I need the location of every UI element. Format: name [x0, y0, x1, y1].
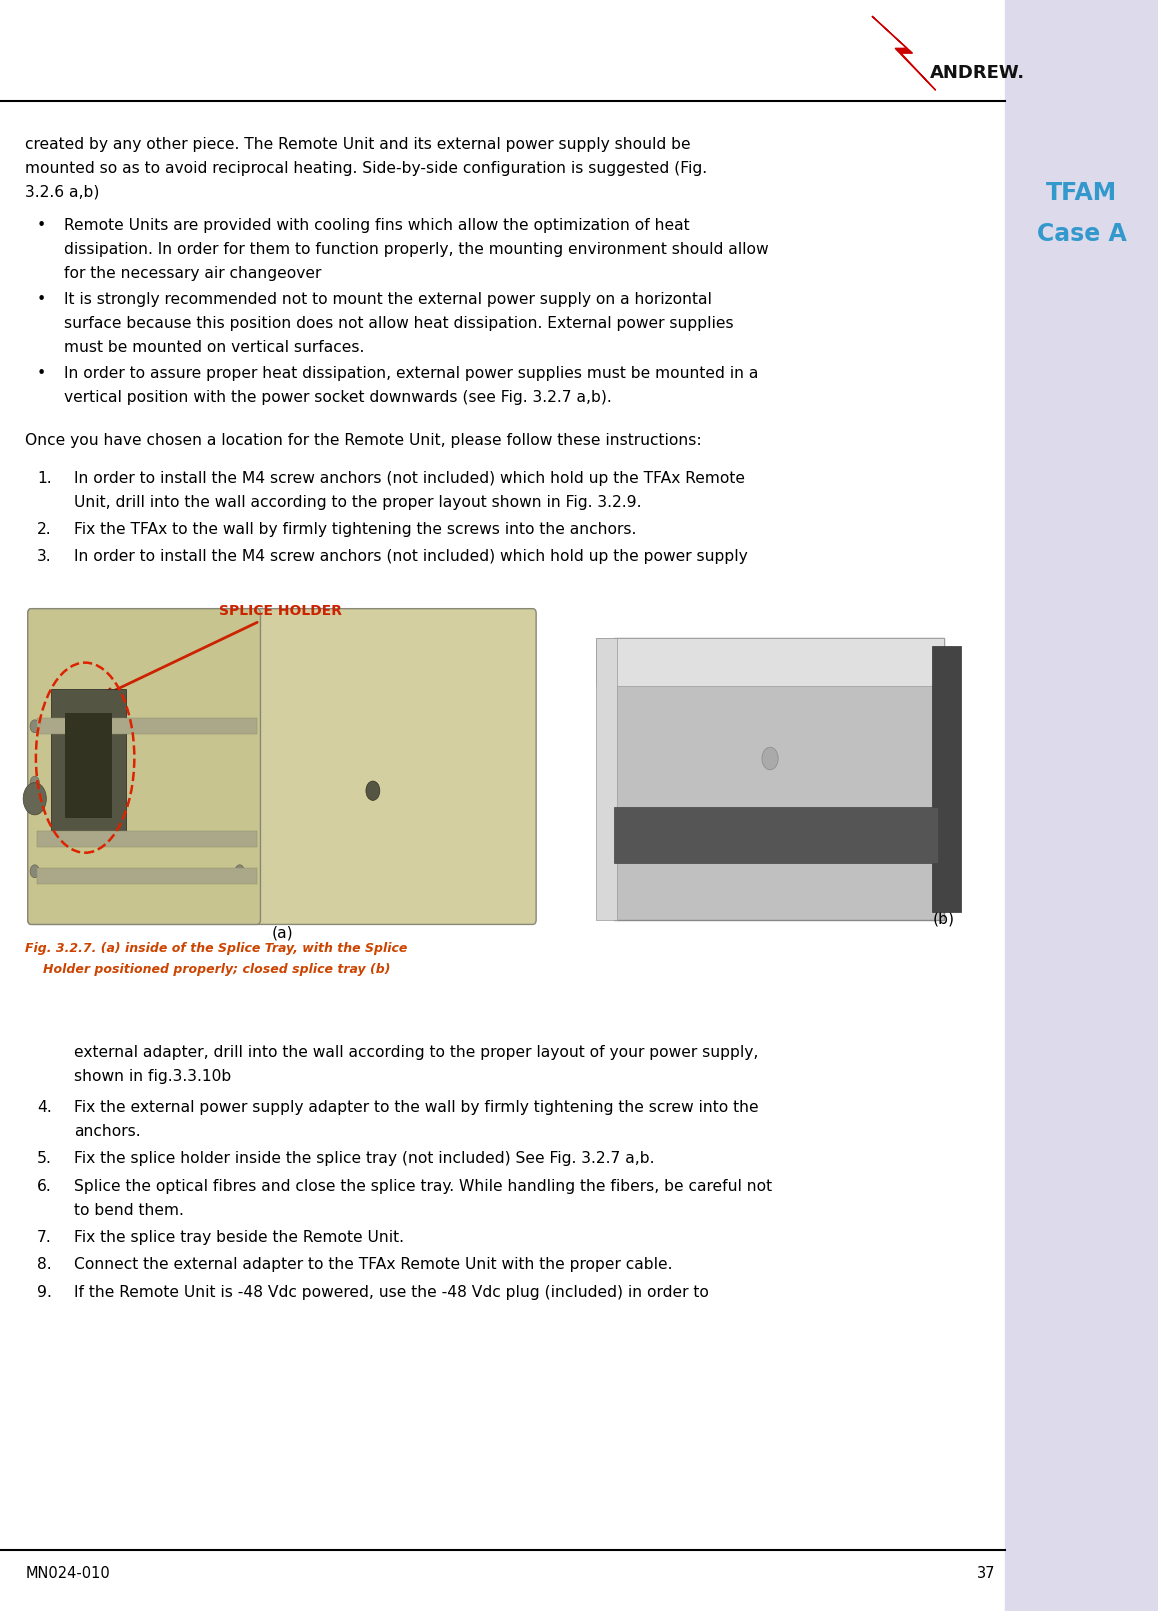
- Text: MN024-010: MN024-010: [25, 1566, 110, 1580]
- FancyBboxPatch shape: [596, 638, 944, 686]
- Bar: [37, 868, 257, 884]
- Text: dissipation. In order for them to function properly, the mounting environment sh: dissipation. In order for them to functi…: [64, 242, 768, 256]
- Circle shape: [762, 748, 778, 770]
- Text: 6.: 6.: [37, 1179, 52, 1194]
- Text: 8.: 8.: [37, 1258, 52, 1273]
- Bar: [65, 714, 112, 818]
- Text: created by any other piece. The Remote Unit and its external power supply should: created by any other piece. The Remote U…: [25, 137, 691, 151]
- Text: (b): (b): [933, 912, 954, 926]
- Text: If the Remote Unit is -48 Vdc powered, use the -48 Vdc plug (included) in order : If the Remote Unit is -48 Vdc powered, u…: [74, 1286, 709, 1300]
- Text: Splice the optical fibres and close the splice tray. While handling the fibers, : Splice the optical fibres and close the …: [74, 1179, 772, 1194]
- Circle shape: [30, 777, 39, 789]
- Text: 9.: 9.: [37, 1286, 52, 1300]
- Text: Fig. 3.2.7. (a) inside of the Splice Tray, with the Splice: Fig. 3.2.7. (a) inside of the Splice Tra…: [25, 942, 408, 955]
- Text: ANDREW.: ANDREW.: [930, 64, 1025, 82]
- Text: 5.: 5.: [37, 1152, 52, 1166]
- FancyBboxPatch shape: [28, 609, 536, 925]
- Text: Holder positioned properly; closed splice tray (b): Holder positioned properly; closed splic…: [43, 963, 390, 976]
- Text: to bend them.: to bend them.: [74, 1203, 184, 1218]
- Text: Case A: Case A: [1036, 222, 1127, 245]
- Text: Once you have chosen a location for the Remote Unit, please follow these instruc: Once you have chosen a location for the …: [25, 433, 702, 448]
- Text: Unit, drill into the wall according to the proper layout shown in Fig. 3.2.9.: Unit, drill into the wall according to t…: [74, 495, 642, 509]
- Text: for the necessary air changeover: for the necessary air changeover: [64, 266, 321, 280]
- FancyBboxPatch shape: [614, 638, 944, 920]
- Text: (a): (a): [271, 926, 293, 941]
- Text: 1.: 1.: [37, 470, 52, 487]
- Bar: [51, 690, 126, 843]
- Bar: [37, 719, 257, 735]
- Bar: [614, 807, 938, 863]
- Text: anchors.: anchors.: [74, 1124, 141, 1139]
- Circle shape: [366, 781, 380, 801]
- Text: Fix the TFAx to the wall by firmly tightening the screws into the anchors.: Fix the TFAx to the wall by firmly tight…: [74, 522, 637, 536]
- Text: It is strongly recommended not to mount the external power supply on a horizonta: It is strongly recommended not to mount …: [64, 292, 711, 308]
- Text: 7.: 7.: [37, 1231, 52, 1245]
- Text: Remote Units are provided with cooling fins which allow the optimization of heat: Remote Units are provided with cooling f…: [64, 217, 689, 234]
- Bar: [932, 646, 961, 912]
- Text: •: •: [37, 217, 46, 234]
- Text: must be mounted on vertical surfaces.: must be mounted on vertical surfaces.: [64, 340, 364, 354]
- Text: external adapter, drill into the wall according to the proper layout of your pow: external adapter, drill into the wall ac…: [74, 1046, 758, 1060]
- Text: 37: 37: [977, 1566, 996, 1580]
- Text: 3.2.6 a,b): 3.2.6 a,b): [25, 185, 100, 200]
- Text: 3.: 3.: [37, 549, 52, 564]
- Text: In order to assure proper heat dissipation, external power supplies must be moun: In order to assure proper heat dissipati…: [64, 366, 758, 380]
- Text: SPLICE HOLDER: SPLICE HOLDER: [105, 604, 342, 694]
- Circle shape: [235, 865, 244, 878]
- Text: shown in fig.3.3.10b: shown in fig.3.3.10b: [74, 1070, 232, 1084]
- Circle shape: [23, 783, 46, 815]
- FancyBboxPatch shape: [596, 638, 617, 920]
- Text: •: •: [37, 366, 46, 380]
- Text: Fix the splice tray beside the Remote Unit.: Fix the splice tray beside the Remote Un…: [74, 1231, 404, 1245]
- Text: •: •: [37, 292, 46, 308]
- Text: Fix the external power supply adapter to the wall by firmly tightening the screw: Fix the external power supply adapter to…: [74, 1100, 758, 1115]
- Text: In order to install the M4 screw anchors (not included) which hold up the power : In order to install the M4 screw anchors…: [74, 549, 748, 564]
- Polygon shape: [872, 16, 936, 90]
- Text: mounted so as to avoid reciprocal heating. Side-by-side configuration is suggest: mounted so as to avoid reciprocal heatin…: [25, 161, 708, 176]
- Text: surface because this position does not allow heat dissipation. External power su: surface because this position does not a…: [64, 316, 733, 330]
- Circle shape: [235, 720, 244, 733]
- Bar: [1005, 0, 1158, 1611]
- Text: TFAM: TFAM: [1046, 182, 1117, 205]
- Circle shape: [30, 865, 39, 878]
- Text: Fix the splice holder inside the splice tray (not included) See Fig. 3.2.7 a,b.: Fix the splice holder inside the splice …: [74, 1152, 654, 1166]
- Bar: [37, 831, 257, 847]
- Text: vertical position with the power socket downwards (see Fig. 3.2.7 a,b).: vertical position with the power socket …: [64, 390, 611, 404]
- Text: 4.: 4.: [37, 1100, 52, 1115]
- Text: In order to install the M4 screw anchors (not included) which hold up the TFAx R: In order to install the M4 screw anchors…: [74, 470, 745, 487]
- Text: Connect the external adapter to the TFAx Remote Unit with the proper cable.: Connect the external adapter to the TFAx…: [74, 1258, 673, 1273]
- FancyBboxPatch shape: [28, 609, 261, 925]
- Text: 2.: 2.: [37, 522, 52, 536]
- Circle shape: [30, 720, 39, 733]
